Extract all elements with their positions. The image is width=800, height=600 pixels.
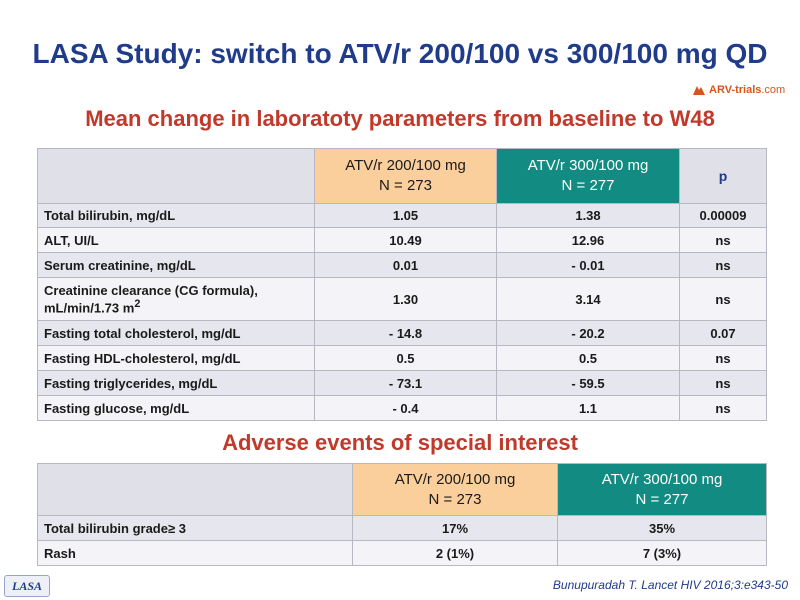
table-row: Fasting glucose, mg/dL - 0.4 1.1 ns: [37, 395, 767, 421]
header-atv-200-dose: ATV/r 200/100 mg: [394, 470, 516, 488]
header-atv-200-dose: ATV/r 200/100 mg: [345, 157, 466, 174]
value-atv-200: - 14.8: [314, 320, 497, 346]
row-label: Fasting total cholesterol, mg/dL: [37, 320, 315, 346]
header-atv-300: ATV/r 300/100 mg N = 277: [496, 148, 680, 204]
table-row: ALT, UI/L 10.49 12.96 ns: [37, 227, 767, 253]
p-value: 0.07: [679, 320, 767, 346]
p-value: ns: [679, 227, 767, 253]
slide-title: LASA Study: switch to ATV/r 200/100 vs 3…: [32, 38, 768, 69]
p-value: ns: [679, 395, 767, 421]
p-value: ns: [679, 345, 767, 371]
table-row: Serum creatinine, mg/dL 0.01 - 0.01 ns: [37, 252, 767, 278]
logo-domain: .com: [761, 84, 786, 96]
row-label: Fasting HDL-cholesterol, mg/dL: [37, 345, 315, 371]
row-label: Rash: [37, 540, 353, 566]
table-row: Fasting triglycerides, mg/dL - 73.1 - 59…: [37, 370, 767, 396]
row-label-superscript: 2: [134, 297, 141, 310]
table-row: Creatinine clearance (CG formula), mL/mi…: [37, 277, 767, 321]
p-value: ns: [679, 252, 767, 278]
header-atv-300: ATV/r 300/100 mg N = 277: [557, 463, 767, 516]
p-value: ns: [679, 277, 767, 321]
row-label: Fasting glucose, mg/dL: [37, 395, 315, 421]
adverse-events-table: ATV/r 200/100 mg N = 273 ATV/r 300/100 m…: [37, 463, 767, 566]
value-atv-200: - 73.1: [314, 370, 497, 396]
value-atv-200: 10.49: [314, 227, 497, 253]
row-label: Creatinine clearance (CG formula), mL/mi…: [37, 277, 315, 321]
header-atv-300-dose: ATV/r 300/100 mg: [527, 157, 649, 174]
p-value: 0.00009: [679, 203, 767, 228]
table-header-row: ATV/r 200/100 mg N = 273 ATV/r 300/100 m…: [37, 463, 767, 516]
header-atv-300-n: N = 277: [635, 490, 689, 508]
value-atv-200: 17%: [352, 515, 558, 541]
table-row: Fasting HDL-cholesterol, mg/dL 0.5 0.5 n…: [37, 345, 767, 371]
header-blank-cell: [37, 148, 315, 204]
header-atv-200-n: N = 273: [379, 177, 432, 194]
logo-text: ARV-trials: [709, 84, 762, 96]
value-atv-200: 1.30: [314, 277, 497, 321]
value-atv-200: 0.01: [314, 252, 497, 278]
arv-logo-icon: [692, 84, 706, 96]
value-atv-300: 3.14: [496, 277, 680, 321]
value-atv-300: 1.1: [496, 395, 680, 421]
header-atv-300-n: N = 277: [561, 177, 615, 194]
lasa-badge: LASA: [4, 575, 50, 597]
table-row: Total bilirubin grade≥ 3 17% 35%: [37, 515, 767, 541]
table-row: Rash 2 (1%) 7 (3%): [37, 540, 767, 566]
row-label-unit: mL/min/1.73 m: [44, 300, 135, 316]
table-row: Fasting total cholesterol, mg/dL - 14.8 …: [37, 320, 767, 346]
header-atv-200-n: N = 273: [428, 490, 482, 508]
table-header-row: ATV/r 200/100 mg N = 273 ATV/r 300/100 m…: [37, 148, 767, 204]
value-atv-200: 0.5: [314, 345, 497, 371]
row-label: Fasting triglycerides, mg/dL: [37, 370, 315, 396]
ae-section-title: Adverse events of special interest: [222, 430, 578, 455]
lab-parameters-table: ATV/r 200/100 mg N = 273 ATV/r 300/100 m…: [37, 148, 767, 421]
value-atv-200: - 0.4: [314, 395, 497, 421]
row-label-line2: mL/min/1.73 m2: [44, 298, 308, 315]
value-atv-300: 0.5: [496, 345, 680, 371]
row-label: Serum creatinine, mg/dL: [37, 252, 315, 278]
arv-trials-logo: ARV-trials .com: [692, 82, 792, 98]
citation: Bunupuradah T. Lancet HIV 2016;3:e343-50: [552, 578, 788, 592]
row-label: Total bilirubin grade≥ 3: [37, 515, 353, 541]
header-atv-200: ATV/r 200/100 mg N = 273: [352, 463, 558, 516]
table-row: Total bilirubin, mg/dL 1.05 1.38 0.00009: [37, 203, 767, 228]
value-atv-300: - 59.5: [496, 370, 680, 396]
value-atv-300: 35%: [557, 515, 767, 541]
header-atv-200: ATV/r 200/100 mg N = 273: [314, 148, 497, 204]
row-label: ALT, UI/L: [37, 227, 315, 253]
value-atv-300: 12.96: [496, 227, 680, 253]
value-atv-300: - 0.01: [496, 252, 680, 278]
p-value: ns: [679, 370, 767, 396]
row-label-line1: Creatinine clearance (CG formula),: [44, 282, 258, 298]
header-atv-300-dose: ATV/r 300/100 mg: [601, 470, 723, 488]
value-atv-300: - 20.2: [496, 320, 680, 346]
header-blank-cell: [37, 463, 353, 516]
row-label: Total bilirubin, mg/dL: [37, 203, 315, 228]
header-p-value: p: [679, 148, 767, 204]
value-atv-200: 2 (1%): [352, 540, 558, 566]
value-atv-200: 1.05: [314, 203, 497, 228]
value-atv-300: 7 (3%): [557, 540, 767, 566]
lab-section-title: Mean change in laboratoty parameters fro…: [85, 106, 715, 131]
value-atv-300: 1.38: [496, 203, 680, 228]
